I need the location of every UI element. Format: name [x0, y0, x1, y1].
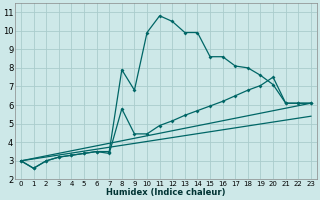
X-axis label: Humidex (Indice chaleur): Humidex (Indice chaleur) — [106, 188, 226, 197]
